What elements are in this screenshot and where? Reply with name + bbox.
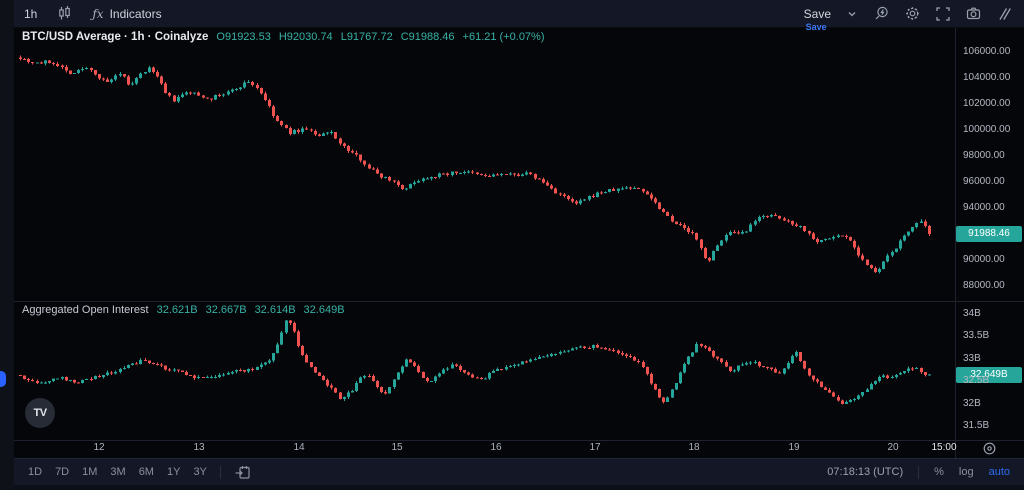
range-1d[interactable]: 1D [28,466,42,478]
indicators-label: Indicators [110,7,162,21]
log-scale-button[interactable]: log [959,466,974,478]
range-1m[interactable]: 1M [82,466,97,478]
range-1y[interactable]: 1Y [167,466,180,478]
range-3m[interactable]: 3M [110,466,125,478]
top-toolbar: 1h ƒx Indicators Save Save [14,0,1024,28]
save-button[interactable]: Save Save [804,7,831,21]
indicators-button[interactable]: ƒx Indicators [92,7,161,21]
fullscreen-icon[interactable] [935,6,951,22]
save-tooltip: Save [806,22,827,32]
clock-utc[interactable]: 07:18:13 (UTC) [827,466,903,478]
range-6m[interactable]: 6M [139,466,154,478]
top-toolbar-left: 1h ƒx Indicators [24,0,162,28]
collapsed-drawing-toolbar [0,0,14,490]
chevron-down-icon[interactable] [845,7,859,21]
goto-date-icon[interactable] [234,464,251,481]
bottom-toolbar: 1D 7D 1M 3M 6M 1Y 3Y 07:18:13 (UTC) % lo… [14,458,1024,485]
pane-separator[interactable] [14,301,1024,302]
settings-gear-icon[interactable] [904,5,921,22]
range-7d[interactable]: 7D [55,466,69,478]
top-toolbar-right: Save Save [804,5,1012,22]
edit-pencil-icon[interactable] [996,6,1012,22]
percent-scale-button[interactable]: % [934,466,944,478]
time-axis-separator [14,440,1024,441]
divider [220,466,221,479]
candle-style-icon[interactable] [56,5,73,22]
range-3y[interactable]: 3Y [193,466,206,478]
snapshot-camera-icon[interactable] [965,5,982,22]
auto-scale-button[interactable]: auto [989,466,1010,478]
fx-icon: ƒx [92,7,103,21]
bottom-toolbar-right: 07:18:13 (UTC) % log auto [827,466,1010,479]
chart-background[interactable] [14,28,1024,458]
divider [918,466,919,479]
interval-button[interactable]: 1h [24,0,37,28]
price-axis-separator [955,28,956,458]
range-selector: 1D 7D 1M 3M 6M 1Y 3Y [28,464,251,481]
toolbar-expand-handle[interactable] [0,371,6,387]
quick-search-icon[interactable] [873,5,890,22]
